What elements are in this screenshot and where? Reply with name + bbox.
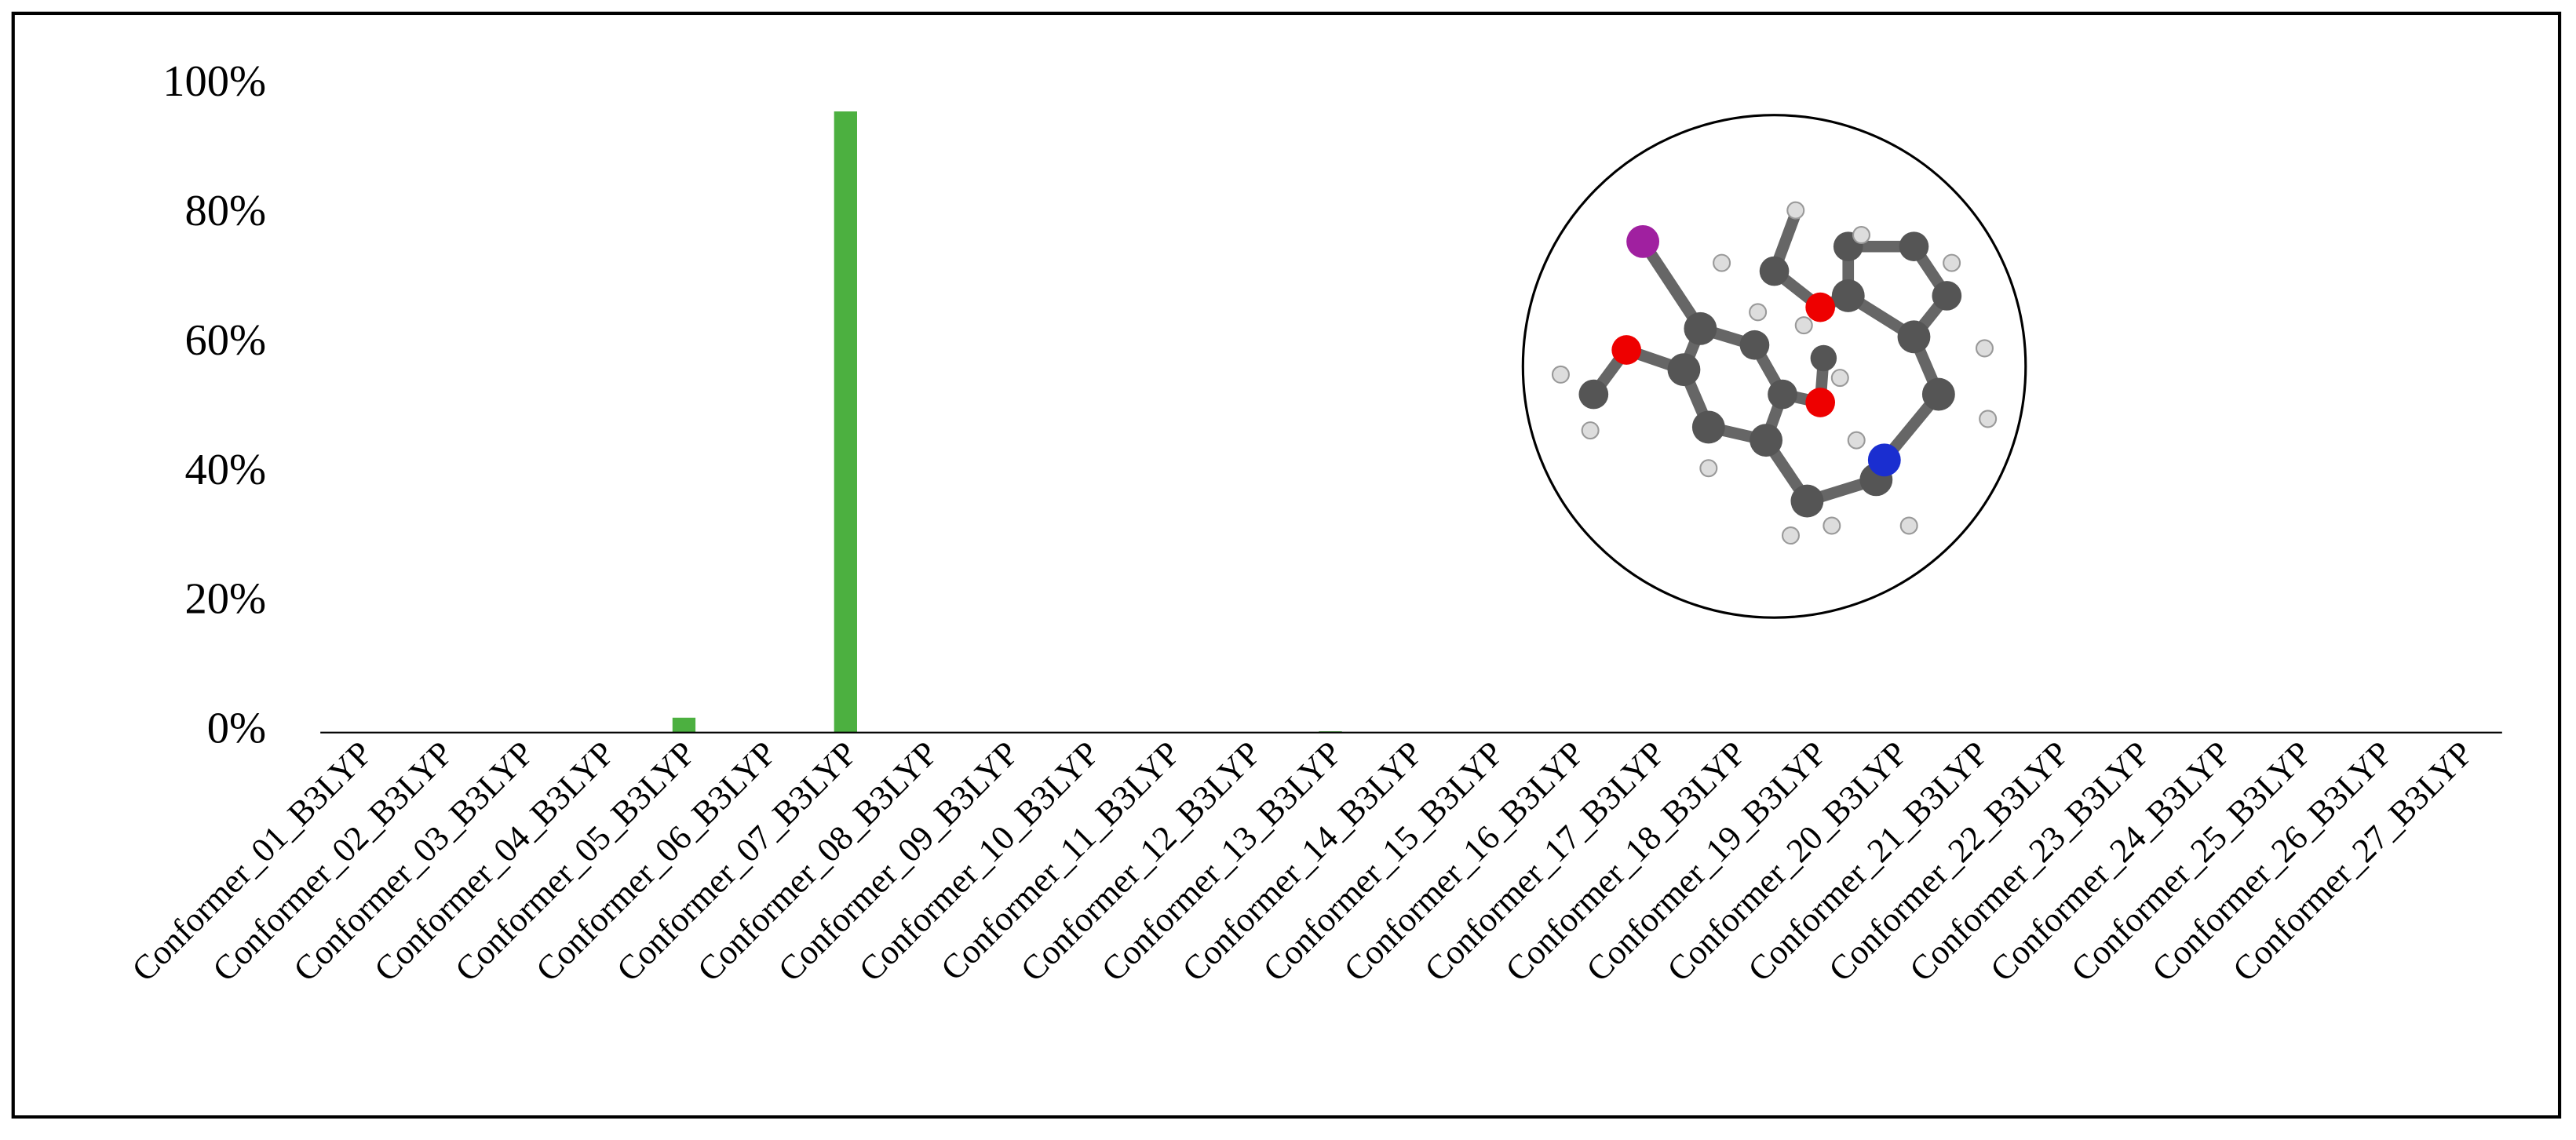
bar [672,717,696,733]
y-tick-label: 60% [185,316,267,365]
hydrogen-atoms [1551,201,1998,545]
inset-circle [1521,114,2027,619]
bar [834,111,857,733]
chart-border [11,11,2562,1119]
y-tick-label: 0% [207,705,266,753]
carbon-atoms [1578,231,1962,518]
nitrogen-atom [1867,443,1901,477]
y-tick-label: 20% [185,575,267,624]
molecule-inset [1521,114,2027,619]
y-tick-label: 80% [185,187,267,235]
y-tick-label: 100% [162,57,266,106]
y-tick-label: 40% [185,446,267,494]
iodine-atom [1626,224,1660,258]
oxygen-atoms [1611,292,1836,417]
